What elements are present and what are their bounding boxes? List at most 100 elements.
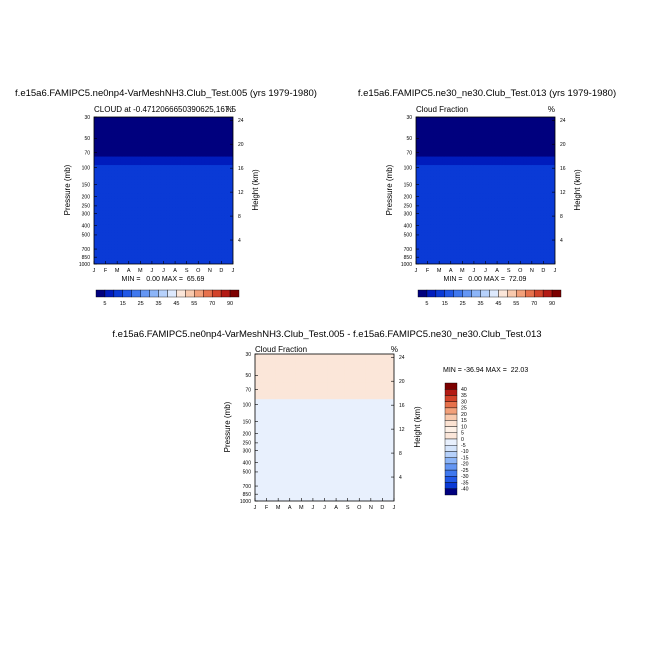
contour-cell	[128, 201, 133, 206]
contour-cell	[479, 232, 484, 237]
contour-cell	[549, 153, 553, 158]
contour-cell	[421, 170, 426, 175]
contour-cell	[537, 131, 542, 135]
contour-cell	[186, 244, 191, 248]
contour-cell	[146, 150, 150, 155]
contour-cell	[169, 213, 173, 217]
contour-cell	[447, 122, 452, 127]
contour-cell	[497, 122, 501, 127]
contour-cell	[540, 232, 545, 237]
contour-cell	[117, 145, 121, 149]
contour-cell	[508, 196, 513, 200]
contour-cell	[427, 139, 432, 144]
contour-cell	[128, 204, 133, 209]
contour-cell	[166, 148, 170, 152]
contour-cell	[514, 213, 518, 217]
contour-cell	[534, 215, 539, 220]
contour-cell	[526, 165, 530, 169]
contour-cell	[456, 153, 461, 158]
contour-cell	[436, 201, 440, 206]
contour-cell	[157, 131, 162, 135]
contour-cell	[447, 215, 452, 220]
contour-cell	[468, 213, 472, 217]
contour-cell	[433, 244, 437, 248]
contour-cell	[111, 170, 115, 175]
contour-cell	[537, 227, 542, 231]
contour-cell	[540, 247, 545, 251]
contour-cell	[418, 190, 423, 194]
contour-cell	[131, 224, 136, 228]
contour-cell	[151, 131, 156, 135]
contour-cell	[433, 153, 437, 158]
contour-cell	[96, 196, 101, 200]
contour-cell	[215, 131, 220, 135]
contour-cell	[508, 136, 513, 141]
contour-cell	[421, 156, 426, 161]
contour-cell	[433, 156, 437, 161]
contour-cell	[439, 142, 443, 146]
contour-cell	[215, 198, 220, 203]
contour-cell	[514, 210, 518, 214]
panel-left-label: CLOUD at -0.4712066650390625,167.5	[94, 105, 236, 114]
contour-cell	[201, 244, 205, 248]
contour-cell	[146, 235, 150, 240]
contour-cell	[416, 201, 420, 206]
contour-cell	[517, 142, 521, 146]
contour-cell	[96, 207, 101, 211]
contour-cell	[450, 244, 455, 248]
contour-cell	[485, 182, 489, 186]
contour-cell	[105, 235, 110, 240]
contour-cell	[534, 125, 539, 129]
contour-cell	[169, 117, 173, 121]
contour-cell	[549, 210, 553, 214]
contour-cell	[175, 232, 179, 237]
contour-cell	[537, 119, 542, 124]
contour-cell	[528, 162, 533, 166]
contour-cell	[511, 210, 516, 214]
contour-cell	[471, 198, 475, 203]
contour-cell	[140, 255, 144, 259]
contour-cell	[166, 227, 170, 231]
contour-cell	[471, 182, 475, 186]
contour-cell	[540, 167, 545, 172]
contour-cell	[531, 162, 536, 166]
contour-cell	[122, 210, 127, 214]
contour-cell	[473, 159, 478, 163]
contour-cell	[149, 153, 153, 158]
contour-cell	[183, 148, 188, 152]
contour-cell	[540, 182, 545, 186]
contour-cell	[424, 207, 429, 211]
contour-cell	[192, 165, 196, 169]
contour-cell	[201, 167, 205, 172]
contour-cell	[514, 133, 518, 138]
contour-cell	[122, 162, 127, 166]
contour-cell	[430, 196, 434, 200]
contour-cell	[456, 241, 461, 245]
contour-cell	[479, 213, 484, 217]
contour-cell	[418, 244, 423, 248]
contour-cell	[227, 232, 231, 237]
contour-cell	[488, 193, 492, 197]
contour-cell	[151, 215, 156, 220]
contour-cell	[122, 150, 127, 155]
contour-cell	[105, 148, 110, 152]
contour-cell	[192, 207, 196, 211]
contour-cell	[195, 196, 199, 200]
contour-cell	[543, 255, 547, 259]
contour-cell	[436, 159, 440, 163]
contour-cell	[230, 133, 233, 138]
contour-cell	[206, 162, 211, 166]
contour-cell	[499, 156, 504, 161]
contour-cell	[122, 119, 127, 124]
contour-cell	[552, 221, 555, 226]
contour-cell	[117, 244, 121, 248]
contour-cell	[172, 167, 176, 172]
contour-cell	[201, 193, 205, 197]
contour-cell	[494, 156, 498, 161]
contour-cell	[180, 156, 185, 161]
contour-cell	[154, 165, 159, 169]
contour-cell	[131, 122, 136, 127]
contour-cell	[154, 255, 159, 259]
contour-cell	[476, 241, 481, 245]
contour-cell	[169, 218, 173, 223]
